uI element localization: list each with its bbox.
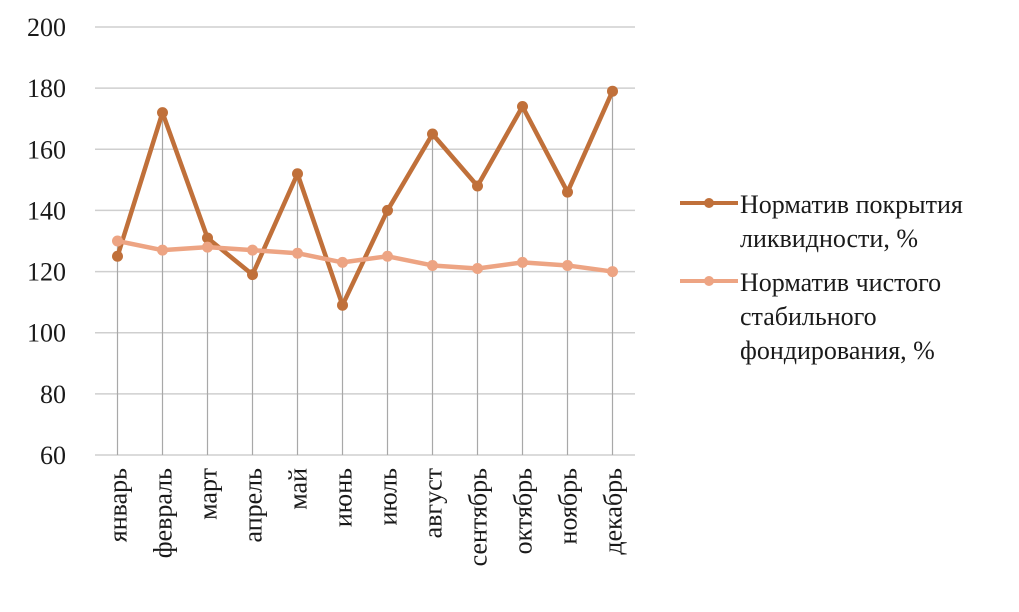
data-point-1 [157,244,168,256]
x-tick-label: июнь [329,468,358,527]
data-point-0 [157,107,168,119]
x-tick-label: июль [374,468,403,526]
y-tick-label: 80 [40,380,66,409]
data-point-0 [472,180,483,192]
data-point-0 [112,250,123,262]
x-tick-label: август [419,468,448,538]
x-tick-label: ноябрь [554,468,583,545]
x-tick-label: март [194,468,223,520]
legend-swatch-nsfr [680,276,738,286]
x-tick-label: сентябрь [464,468,493,567]
data-point-0 [202,232,213,244]
y-tick-label: 120 [27,258,66,287]
series-line-0 [115,90,615,308]
y-axis: 60 80 100 120 140 160 180 200 [27,13,66,470]
y-tick-label: 200 [27,13,66,42]
data-point-0 [517,100,528,112]
y-tick-label: 60 [40,441,66,470]
legend-swatch-lcr [680,198,738,208]
data-point-1 [517,256,528,268]
y-tick-label: 100 [27,319,66,348]
chart-series [112,85,618,311]
chart-grid [95,26,635,456]
data-point-0 [382,204,393,216]
legend-item-nsfr: Норматив чистого стабильного фондировани… [680,266,1015,368]
data-point-0 [337,299,348,311]
legend-item-lcr: Норматив покрытия ликвидности, % [680,188,1015,256]
x-tick-label: январь [104,468,133,542]
data-point-1 [382,250,393,262]
series-line-1 [117,238,613,274]
legend-label-nsfr: Норматив чистого стабильного фондировани… [740,268,942,365]
data-point-1 [427,259,438,271]
x-tick-label: май [284,468,313,510]
data-point-1 [112,235,123,247]
y-tick-label: 140 [27,196,66,225]
data-point-0 [562,186,573,198]
y-tick-label: 160 [27,135,66,164]
data-point-1 [472,263,483,275]
data-point-1 [607,266,618,278]
data-point-1 [202,241,213,253]
data-point-0 [292,168,303,180]
y-tick-label: 180 [27,74,66,103]
data-point-0 [607,85,618,97]
data-point-1 [562,259,573,271]
data-point-0 [247,269,258,281]
data-point-0 [427,128,438,140]
data-point-1 [337,256,348,268]
x-axis: январь февраль март апрель май июнь июль август… [104,468,628,567]
x-tick-label: февраль [149,468,178,558]
x-tick-label: декабрь [599,468,628,555]
data-point-1 [292,247,303,259]
data-point-1 [247,244,258,256]
x-tick-label: апрель [239,468,268,543]
chart-legend: Норматив покрытия ликвидности, % Нормати… [680,188,1015,378]
x-tick-label: октябрь [509,468,538,554]
legend-label-lcr: Норматив покрытия ликвидности, % [740,190,963,253]
